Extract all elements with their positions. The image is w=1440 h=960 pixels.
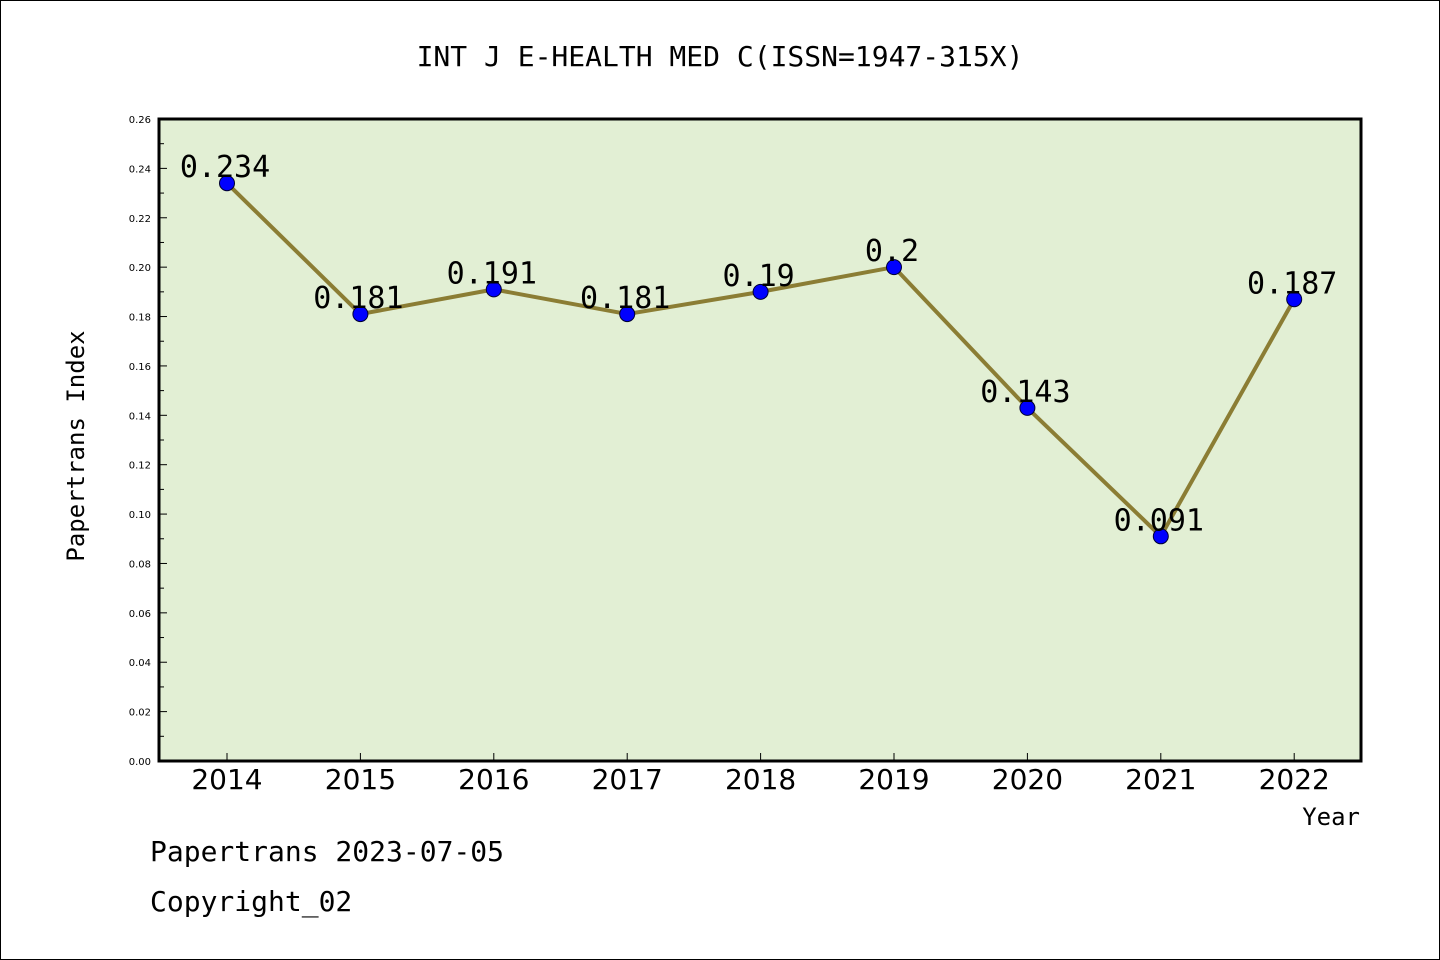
markers-group bbox=[219, 175, 1303, 545]
data-label: 0.187 bbox=[1247, 266, 1337, 301]
y-tick-label: 0.06 bbox=[129, 609, 151, 620]
x-tick-label: 2014 bbox=[191, 763, 262, 796]
footer-copyright: Copyright_02 bbox=[150, 885, 353, 918]
y-tick-label: 0.22 bbox=[129, 214, 151, 225]
x-tick-label: 2017 bbox=[592, 763, 663, 796]
data-point bbox=[485, 281, 502, 298]
y-tick-label: 0.20 bbox=[129, 263, 151, 274]
y-axis: 0.00 0.02 0.04 0.06 0.08 0.10 0.12 0.14 0.16 0.18… bbox=[129, 115, 167, 768]
y-tick-label: 0.26 bbox=[129, 115, 151, 126]
y-tick-label: 0.24 bbox=[129, 164, 151, 175]
x-tick-label: 2019 bbox=[858, 763, 929, 796]
x-tick-label: 2022 bbox=[1259, 763, 1330, 796]
y-tick-label: 0.10 bbox=[129, 510, 151, 521]
data-label: 0.19 bbox=[722, 259, 794, 294]
data-label: 0.181 bbox=[580, 281, 670, 316]
x-axis-label: Year bbox=[1302, 803, 1360, 831]
x-tick-label: 2016 bbox=[458, 763, 529, 796]
y-tick-label: 0.04 bbox=[129, 658, 151, 669]
x-tick-label: 2021 bbox=[1125, 763, 1196, 796]
data-point bbox=[752, 283, 769, 300]
data-point bbox=[1152, 528, 1169, 545]
x-tick-label: 2015 bbox=[325, 763, 396, 796]
data-point bbox=[219, 175, 235, 192]
plot-area bbox=[157, 117, 1363, 763]
data-point bbox=[1019, 399, 1036, 416]
data-label: 0.234 bbox=[180, 150, 270, 185]
data-label: 0.091 bbox=[1114, 503, 1204, 538]
y-tick-label: 0.14 bbox=[129, 411, 151, 422]
y-tick-label: 0.16 bbox=[129, 362, 151, 373]
y-axis-label: Papertrans Index bbox=[62, 330, 90, 561]
data-label: 0.143 bbox=[980, 375, 1070, 410]
y-tick-label: 0.02 bbox=[129, 708, 151, 719]
y-tick-label: 0.08 bbox=[129, 559, 151, 570]
x-tick-label: 2020 bbox=[992, 763, 1063, 796]
chart-title: INT J E-HEALTH MED C(ISSN=1947-315X) bbox=[417, 40, 1024, 73]
y-tick-label: 0.18 bbox=[129, 313, 151, 324]
data-label: 0.191 bbox=[447, 256, 537, 291]
data-label: 0.181 bbox=[313, 281, 403, 316]
y-tick-label: 0.12 bbox=[129, 461, 151, 472]
y-tick-label: 0.00 bbox=[129, 757, 151, 768]
data-label: 0.2 bbox=[865, 234, 919, 269]
data-labels-group: 0.234 0.181 0.191 0.181 0.19 0.2 0.143 0.091 0.1… bbox=[180, 150, 1338, 538]
footer-date: Papertrans 2023-07-05 bbox=[150, 835, 505, 868]
data-point bbox=[352, 306, 369, 323]
data-point bbox=[1286, 291, 1303, 308]
data-point bbox=[886, 259, 902, 276]
data-point bbox=[619, 306, 636, 323]
x-axis: 2014 2015 2016 2017 2018 2019 2020 2021 2022 bbox=[191, 753, 1330, 796]
x-tick-label: 2018 bbox=[725, 763, 796, 796]
